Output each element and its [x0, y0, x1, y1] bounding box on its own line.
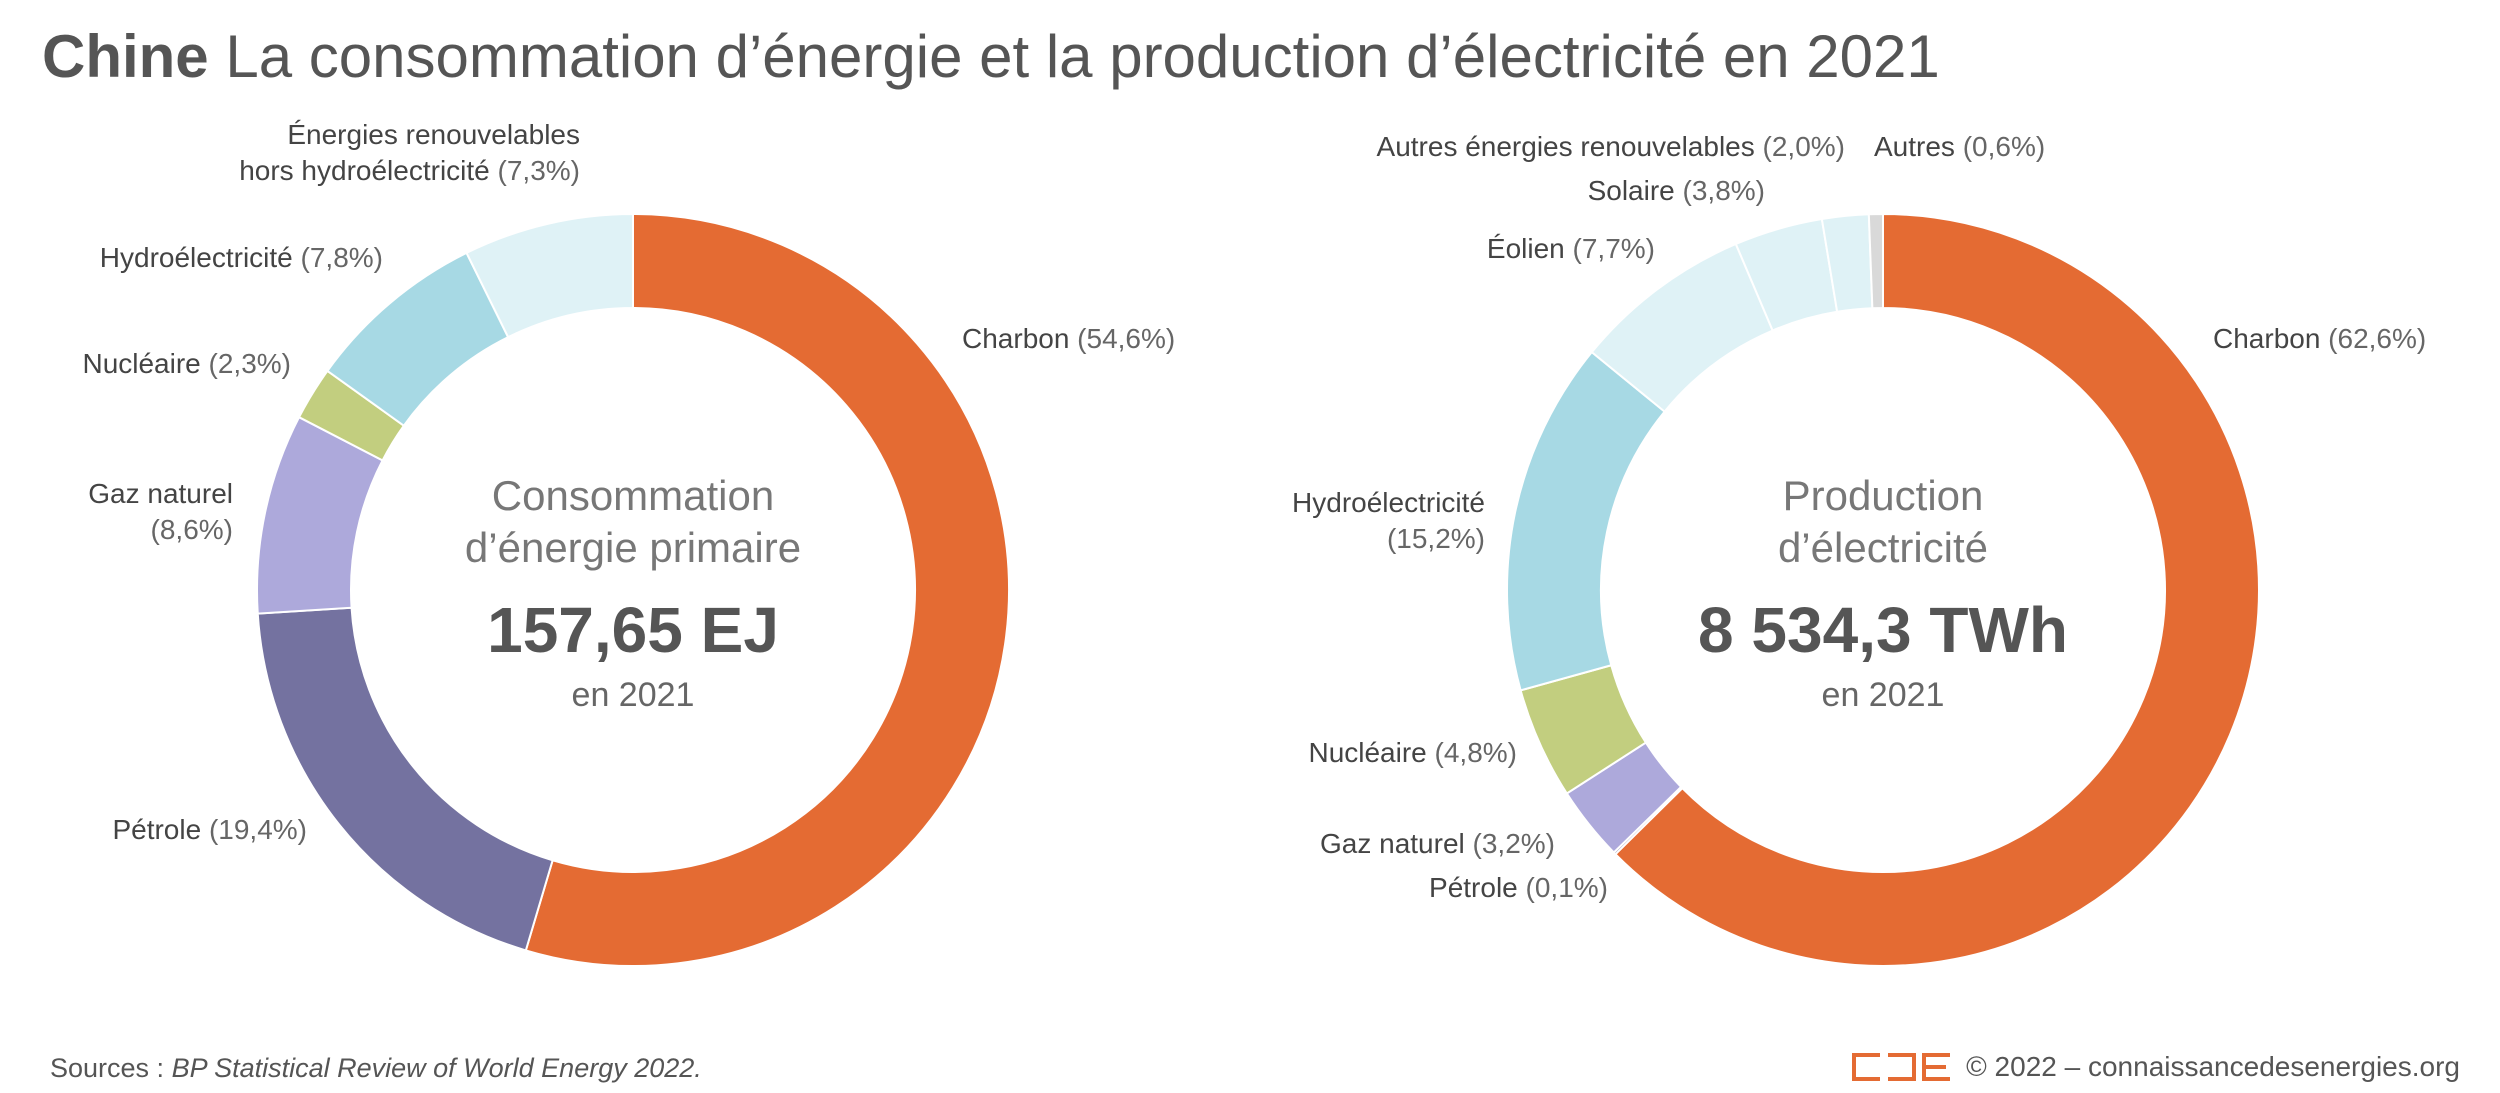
slice-autres-8 [1867, 212, 1884, 310]
copyright-text: © 2022 – connaissancedesenergies.org [1966, 1051, 2460, 1082]
cde-logo-icon [1852, 1053, 1951, 1081]
center-value: 8 534,3 TWh [1698, 594, 2068, 666]
donut-chart-1: Charbon (54,6%) Pétrole (19,4%) Gaz nature… [82, 119, 1175, 967]
center-value: 157,65 EJ [487, 594, 779, 666]
slice-label: Hydroélectricité (7,8%) [100, 242, 383, 273]
slice-label: Nucléaire (2,3%) [82, 348, 291, 379]
center-title-line: d’électricité [1778, 524, 1988, 571]
slice-charbon-0 [1614, 212, 2260, 967]
slice-label: Autres (0,6%) [1874, 131, 2045, 162]
slice-label: Gaz naturel (3,2%) [1320, 828, 1555, 859]
slice-charbon-0 [524, 212, 1010, 967]
title-text: La consommation d’énergie et la producti… [225, 23, 1940, 90]
logo-c [1852, 1053, 1881, 1081]
title-country: Chine [42, 23, 209, 90]
slice-label: Nucléaire (4,8%) [1308, 737, 1517, 768]
slice-label: Charbon (54,6%) [962, 323, 1175, 354]
slice-hydro-4 [1506, 350, 1666, 692]
center-sub: en 2021 [572, 676, 695, 714]
slice-renouvelables-5 [465, 212, 634, 339]
slice-label: Charbon (62,6%) [2213, 323, 2426, 354]
copyright-block: © 2022 – connaissancedesenergies.org [1852, 1051, 2460, 1083]
slice-label: Hydroélectricité (15,2%) [1292, 487, 1485, 554]
chart-title: Chine La consommation d’énergie et la pr… [42, 22, 1940, 91]
slice-label: Éolien (7,7%) [1487, 233, 1655, 264]
sources-note: Sources : BP Statistical Review of World… [50, 1053, 702, 1084]
center-sub: en 2021 [1822, 676, 1945, 714]
slice-label: Gaz naturel (8,6%) [88, 478, 233, 545]
slice-label: Solaire (3,8%) [1588, 175, 1765, 206]
center-title-line: Consommation [492, 472, 774, 519]
logo-d [1888, 1053, 1917, 1081]
sources-prefix: Sources : [50, 1053, 172, 1083]
slice-label: Autres énergies renouvelables (2,0%) [1377, 131, 1845, 162]
donut-chart-2: Charbon (62,6%) Pétrole (0,1%) Gaz naturel… [1292, 131, 2426, 967]
sources-title: BP Statistical Review of World Energy 20… [171, 1053, 702, 1083]
slice-label: Pétrole (19,4%) [112, 814, 307, 845]
logo-e [1922, 1053, 1951, 1081]
center-title-line: Production [1783, 472, 1984, 519]
center-title-line: d’énergie primaire [465, 524, 801, 571]
slice-label: Pétrole (0,1%) [1429, 872, 1608, 903]
slice-label: Énergies renouvelables hors hydroélectric… [239, 119, 580, 186]
